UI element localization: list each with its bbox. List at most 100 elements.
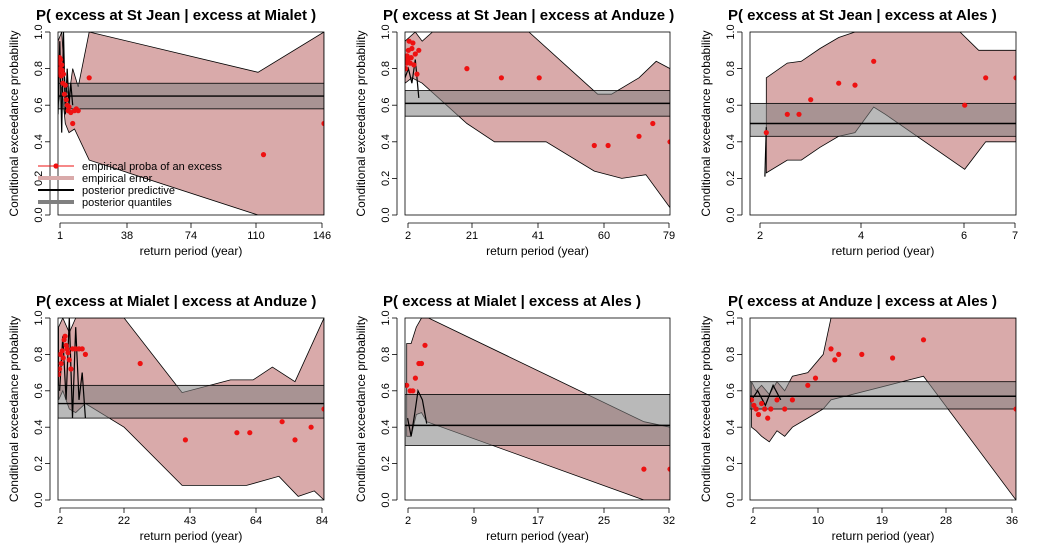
legend-item-label: posterior predictive (82, 185, 175, 197)
posterior-quantile-band (750, 102, 1016, 137)
empirical-point (321, 120, 324, 127)
x-axis-label: return period (year) (486, 529, 589, 543)
legend-symbol-point (53, 163, 59, 169)
chart-panel: 0.0 0.2 0.4 0.6 0.8 1.0 2 10 19 28 36 return period… (699, 293, 1018, 543)
posterior-quantile-band (750, 381, 1016, 410)
empirical-point (750, 397, 755, 403)
chart-panel: 0.0 0.2 0.4 0.6 0.8 1.0 2 9 17 25 32 return period … (354, 293, 675, 543)
empirical-error-band (765, 32, 1016, 174)
empirical-point (784, 111, 790, 117)
empirical-point (464, 66, 470, 72)
empirical-point (58, 360, 64, 367)
x-tick-label: 84 (316, 515, 328, 527)
x-tick-label: 19 (876, 515, 888, 527)
y-tick-label: 0.4 (380, 420, 392, 435)
empirical-point (650, 120, 656, 127)
empirical-point (410, 388, 416, 394)
empirical-point (308, 424, 314, 430)
empirical-point (409, 45, 415, 52)
empirical-point (292, 437, 298, 443)
x-tick-label: 110 (247, 230, 265, 242)
y-tick-label: 0.0 (725, 492, 737, 507)
x-tick-label: 36 (1006, 515, 1018, 527)
empirical-point (58, 371, 62, 377)
y-axis-label: Conditional exceedance probability (354, 30, 368, 216)
empirical-point (812, 375, 819, 381)
y-tick-label: 0.0 (380, 492, 392, 507)
plot-frame (57, 317, 325, 501)
y-tick-label: 1.0 (33, 24, 45, 39)
empirical-point (412, 375, 418, 381)
legend-item-label: posterior quantiles (82, 197, 172, 209)
empirical-point (755, 411, 762, 418)
y-axis-label: Conditional exceedance probability (7, 316, 21, 502)
plot-area (58, 318, 324, 500)
plot-frame (404, 31, 671, 216)
x-tick-label: 41 (532, 230, 544, 242)
y-tick-label: 0.6 (33, 383, 45, 398)
empirical-point (68, 366, 74, 372)
x-tick-label: 2 (405, 515, 411, 527)
empirical-point (65, 350, 71, 356)
empirical-point (1013, 75, 1016, 81)
empirical-point (1013, 406, 1016, 412)
y-tick-label: 0.4 (380, 134, 392, 149)
y-tick-label: 0.2 (33, 456, 45, 471)
x-axis-label: return period (year) (486, 244, 589, 258)
posterior-predictive-curve (764, 127, 767, 177)
empirical-point (63, 97, 69, 103)
x-tick-label: 64 (250, 515, 262, 527)
empirical-point (70, 120, 76, 127)
x-tick-label: 6 (961, 230, 967, 242)
y-tick-label: 0.4 (725, 134, 737, 149)
x-tick-label: 32 (663, 515, 675, 527)
y-tick-label: 1.0 (380, 24, 392, 39)
empirical-point (763, 130, 769, 136)
empirical-point (412, 51, 418, 57)
plot-frame (749, 317, 1017, 501)
y-tick-label: 0.4 (33, 420, 45, 435)
empirical-point (753, 406, 759, 412)
chart-panel: 0.0 0.2 0.4 0.6 0.8 1.0 2 4 6 7 return period (yea… (699, 7, 1018, 258)
y-tick-label: 0.6 (380, 98, 392, 113)
x-tick-label: 10 (812, 515, 824, 527)
empirical-point (260, 152, 267, 158)
empirical-point (422, 342, 428, 348)
x-tick-label: 28 (940, 515, 952, 527)
plot-area (750, 32, 1016, 177)
empirical-point (59, 348, 65, 354)
empirical-point (61, 91, 67, 97)
empirical-point (405, 66, 409, 72)
empirical-point (796, 111, 802, 117)
empirical-point (759, 400, 765, 407)
x-tick-label: 21 (466, 230, 478, 242)
x-axis-label: return period (year) (832, 529, 935, 543)
empirical-point (605, 142, 611, 149)
empirical-point (411, 62, 417, 68)
empirical-point (774, 397, 780, 403)
y-tick-label: 0.8 (33, 61, 45, 76)
x-tick-label: 38 (121, 230, 133, 242)
y-tick-label: 0.4 (33, 134, 45, 149)
x-axis-label: return period (year) (832, 244, 935, 258)
y-tick-label: 0.4 (725, 420, 737, 435)
empirical-point (808, 97, 814, 103)
x-tick-label: 2 (750, 515, 756, 527)
x-tick-label: 4 (858, 230, 864, 242)
empirical-point (408, 55, 414, 61)
x-tick-label: 17 (532, 515, 544, 527)
x-tick-label: 25 (598, 515, 610, 527)
empirical-point (416, 47, 422, 53)
plot-area (750, 318, 1016, 500)
empirical-point (137, 360, 143, 367)
empirical-point (321, 406, 324, 412)
empirical-point (789, 397, 796, 403)
plot-area (58, 32, 324, 215)
y-tick-label: 0.6 (380, 383, 392, 398)
empirical-point (58, 56, 64, 63)
empirical-point (414, 71, 420, 77)
y-tick-label: 1.0 (725, 24, 737, 39)
